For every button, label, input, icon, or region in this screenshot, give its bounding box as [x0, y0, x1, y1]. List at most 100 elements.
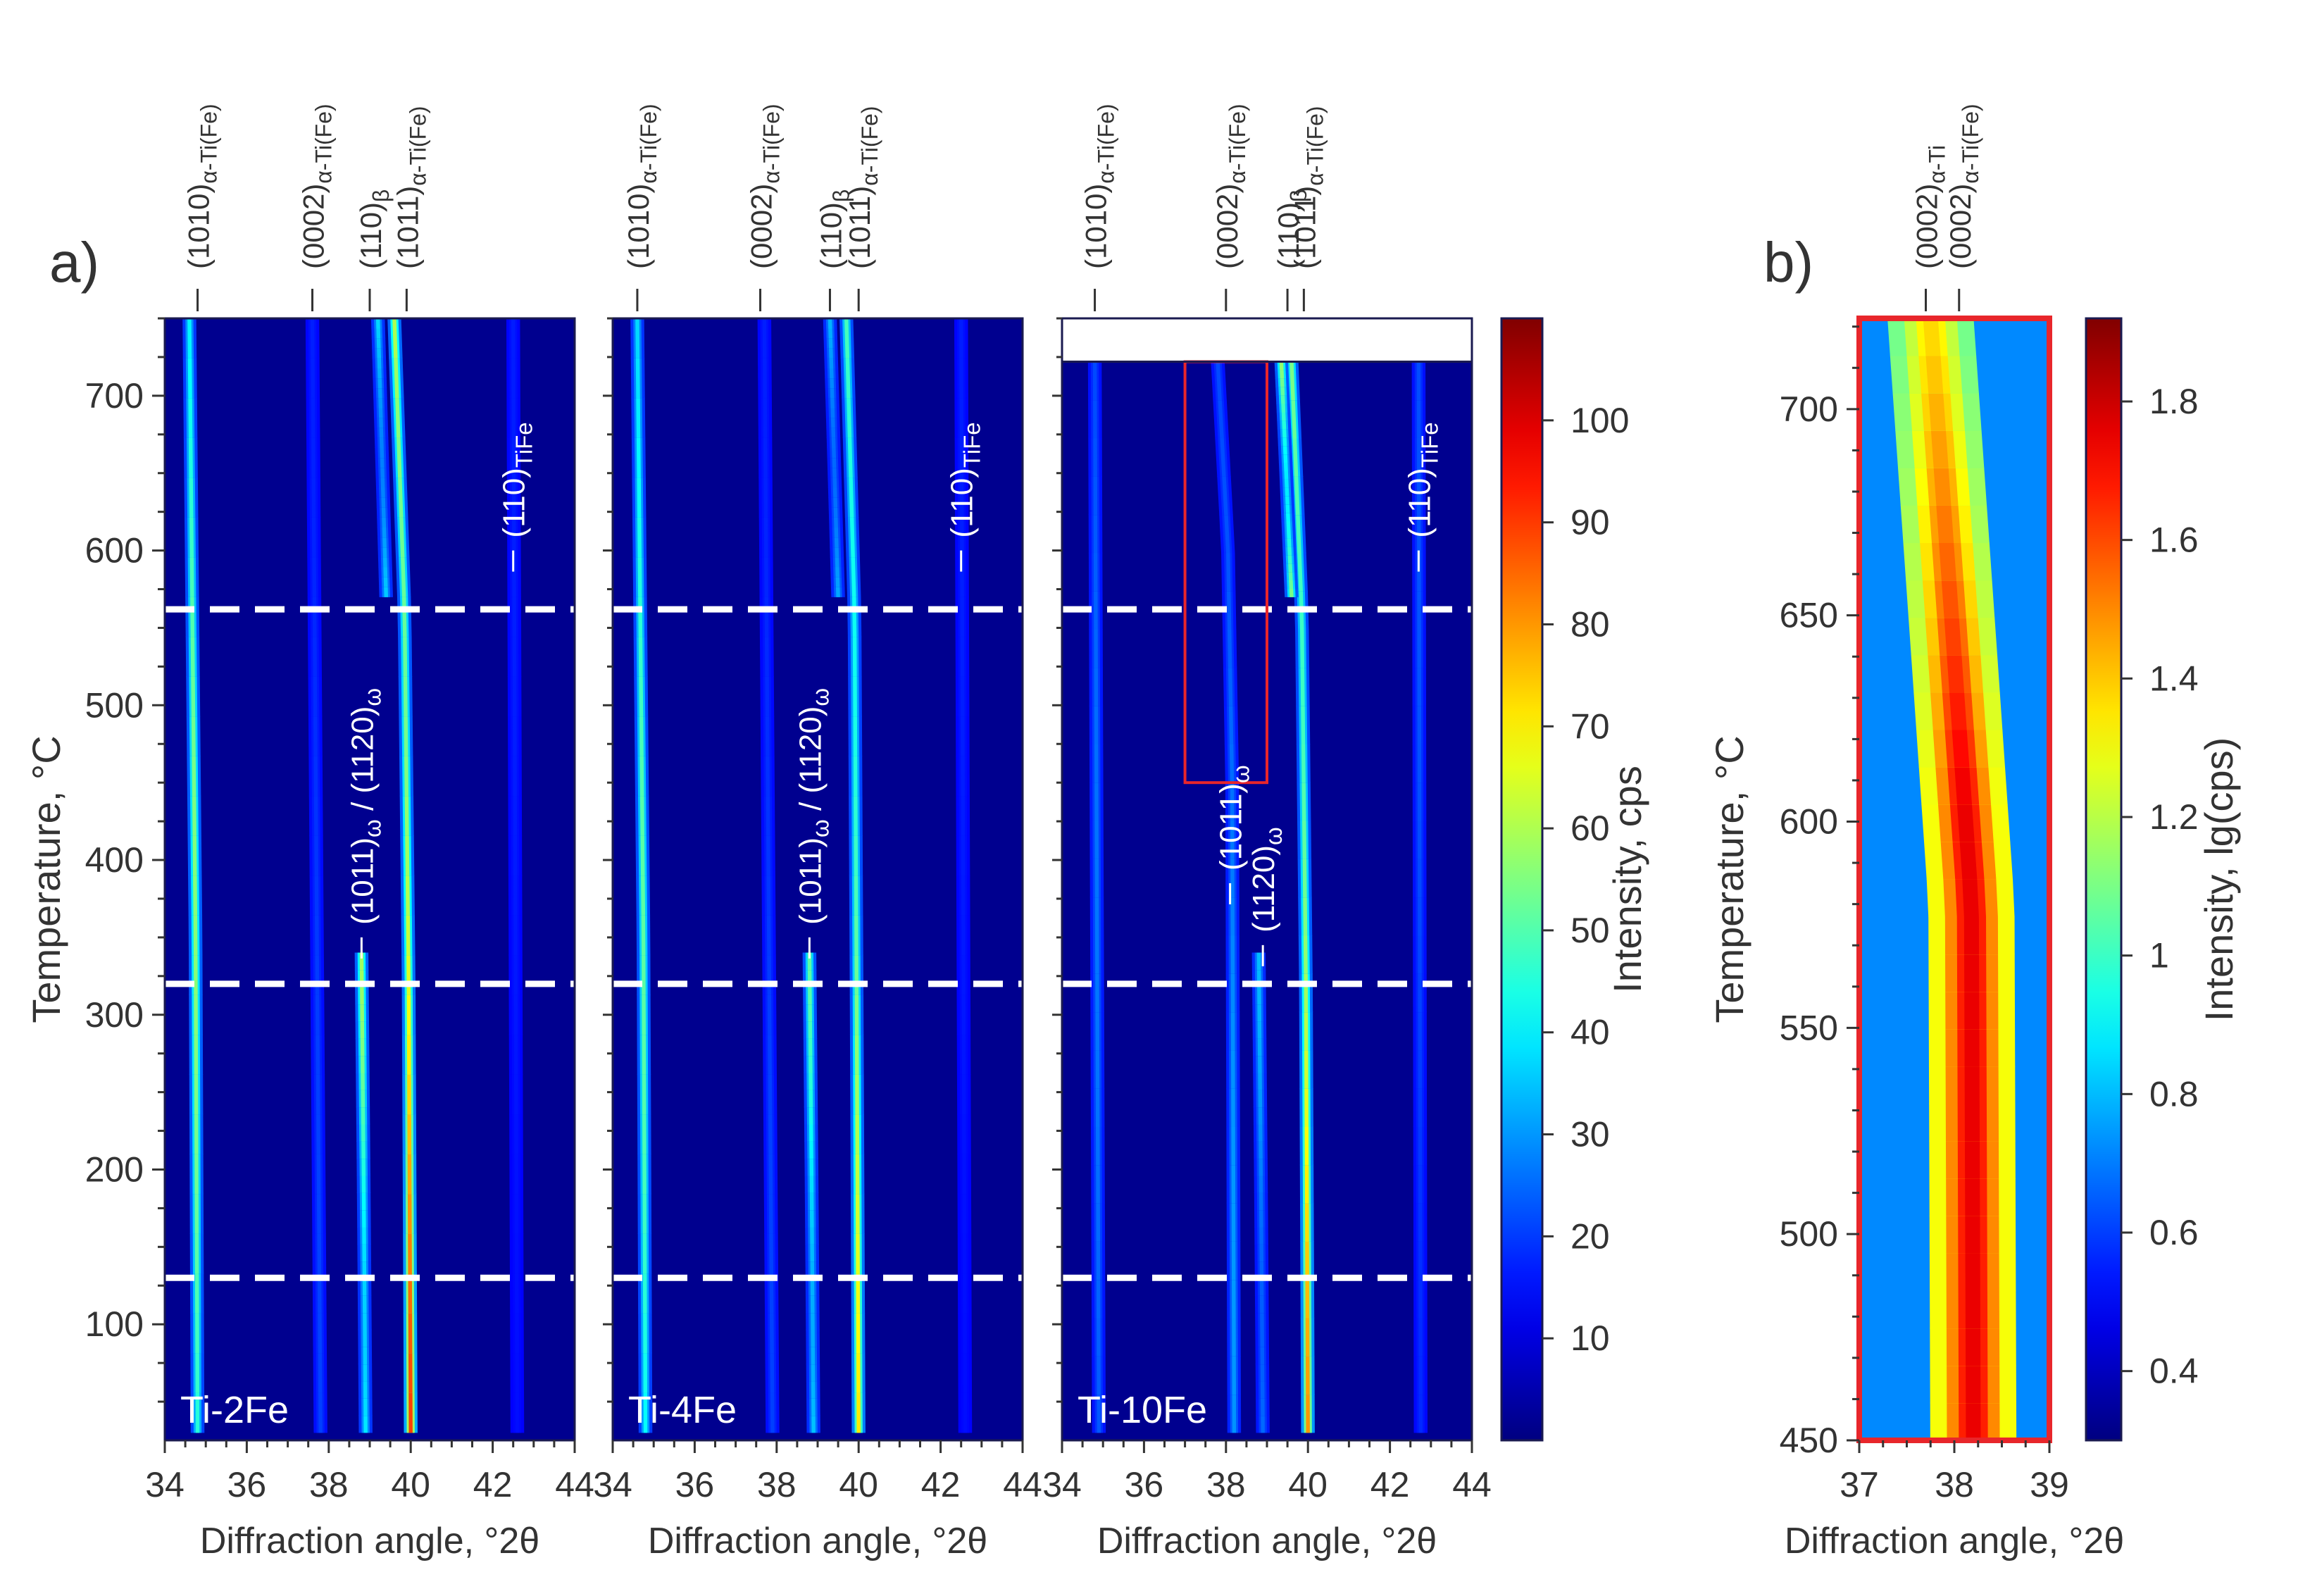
- peak-segment: [1283, 454, 1288, 463]
- colorbar-tick-label-70: 70: [1570, 706, 1610, 746]
- peak-segment: [1301, 705, 1306, 744]
- peak-segment: [855, 1154, 860, 1195]
- peak-segment: [312, 556, 317, 597]
- peak-segment: [1304, 1126, 1309, 1166]
- peak-segment: [808, 1038, 813, 1056]
- peak-segment: [1257, 1021, 1262, 1039]
- peak-segment: [856, 1313, 861, 1354]
- peak-segment: [1304, 1202, 1309, 1242]
- peak-segment: [963, 1352, 968, 1393]
- peak-segment: [362, 1295, 367, 1314]
- peak-segment: [831, 437, 836, 449]
- inner-label-10-11-sub: ω: [1228, 765, 1254, 783]
- peak-segment: [766, 795, 770, 836]
- peak-segment: [765, 716, 770, 756]
- x-tick-label-34: 34: [1042, 1465, 1082, 1504]
- y-tick-label-500: 500: [85, 685, 144, 725]
- peak-segment: [856, 1392, 861, 1433]
- peak-segment: [834, 537, 839, 548]
- peak-segment: [317, 1233, 322, 1274]
- peak-segment: [1231, 1087, 1235, 1127]
- peak-segment: [1093, 552, 1098, 592]
- peak-segment: [1304, 973, 1309, 1013]
- peak-segment: [1418, 935, 1422, 974]
- peak-segment: [513, 835, 518, 876]
- peak-segment: [382, 537, 387, 548]
- peak-segment: [1093, 514, 1098, 554]
- peak-segment: [852, 636, 857, 677]
- peak-segment: [380, 487, 385, 498]
- panel-b-label: b): [1763, 231, 1813, 294]
- peak-segment: [1418, 1049, 1423, 1089]
- peak-segment: [853, 756, 858, 797]
- peak-segment: [377, 347, 382, 359]
- peak-segment: [1230, 973, 1235, 1013]
- colorbar-tick-label-1-4: 1.4: [2149, 659, 2199, 698]
- peak-segment: [1289, 580, 1294, 589]
- peak-segment: [1232, 1394, 1237, 1433]
- peak-segment: [764, 636, 769, 677]
- peak-segment: [1216, 361, 1222, 401]
- peak-segment: [403, 636, 408, 677]
- peak-segment: [1232, 1356, 1236, 1395]
- top-peak-label-110-main: (110): [814, 202, 847, 269]
- peak-segment: [642, 1273, 647, 1314]
- colorbar-tick-label-60: 60: [1570, 809, 1610, 848]
- peak-segment: [1231, 1164, 1236, 1204]
- peak-segment: [403, 676, 408, 717]
- peak-segment: [763, 358, 767, 399]
- peak-segment: [642, 1154, 647, 1195]
- peak-segment: [376, 328, 381, 339]
- peak-segment: [1304, 1164, 1309, 1204]
- top-peak-label-110-sub: β: [368, 189, 394, 202]
- peak-segment: [642, 1193, 647, 1234]
- peak-segment: [962, 1193, 967, 1234]
- peak-segment: [1258, 1123, 1263, 1142]
- peak-segment: [1095, 1011, 1100, 1051]
- inner-label-110-tife-main: (110): [945, 468, 980, 537]
- zoom-peak-segment: [1963, 916, 1980, 955]
- y-tick-label-600: 600: [1780, 802, 1838, 842]
- peak-segment: [189, 556, 194, 597]
- peak-segment: [1094, 935, 1099, 974]
- peak-segment: [809, 1158, 814, 1176]
- zoom-peak-segment: [1966, 1402, 1981, 1440]
- top-peak-label-10-11-ti-fe-sub: α-Ti(Fe): [1302, 106, 1328, 185]
- peak-segment: [642, 1074, 647, 1115]
- peak-segment: [1096, 1279, 1101, 1318]
- peak-segment: [1095, 973, 1099, 1013]
- peak-segment: [808, 1021, 813, 1039]
- peak-segment: [383, 566, 388, 578]
- top-peak-label-110: (110)β: [814, 189, 854, 269]
- peak-segment: [854, 954, 859, 995]
- x-tick-label-38: 38: [757, 1465, 797, 1504]
- peak-segment: [1260, 1364, 1265, 1382]
- ti-2fe-heatmap: 34 36 38 40 42 44 Diffraction angle, °2θ 100 200…: [24, 104, 594, 1561]
- peak-segment: [313, 676, 318, 717]
- colorbar-tick-label-40: 40: [1570, 1013, 1610, 1052]
- peak-segment: [379, 427, 384, 438]
- zoom-peak-segment: [1936, 505, 1954, 543]
- top-peak-label-10-10-ti-fe-sub: α-Ti(Fe): [196, 104, 222, 183]
- peak-segment: [383, 576, 388, 587]
- colorbar-lg: 0.4 0.6 0.8 1 1.2 1.4 1.6 1.8 Intensity, lg(cps): [2085, 317, 2241, 1442]
- peak-segment: [194, 1154, 199, 1195]
- ti-4fe-heatmap: 34 36 38 40 42 44 Diffraction angle, °2θ (1010)…: [593, 104, 1042, 1561]
- peak-segment: [1260, 1380, 1265, 1399]
- peak-segment: [856, 1352, 861, 1393]
- peak-segment: [187, 318, 192, 359]
- y-tick-label-450: 450: [1780, 1421, 1838, 1460]
- peak-segment: [1226, 552, 1231, 592]
- peak-segment: [830, 397, 835, 409]
- zoom-peak-segment: [1965, 1253, 1980, 1291]
- x-tick-label-40: 40: [391, 1465, 430, 1504]
- peak-track-10-10-ti-fe: [1087, 361, 1106, 1433]
- peak-segment: [515, 1392, 520, 1433]
- top-peak-label-10-10-ti-fe-sub: α-Ti(Fe): [1094, 104, 1119, 183]
- peak-segment: [361, 1209, 366, 1228]
- peak-segment: [959, 358, 963, 399]
- zoom-heatmap: 450 500 550 600 650 700 Temperature, °C 37 38 39 D…: [1707, 104, 2124, 1561]
- peak-segment: [1417, 667, 1422, 706]
- peak-segment: [194, 1273, 199, 1314]
- peak-segment: [407, 1074, 411, 1115]
